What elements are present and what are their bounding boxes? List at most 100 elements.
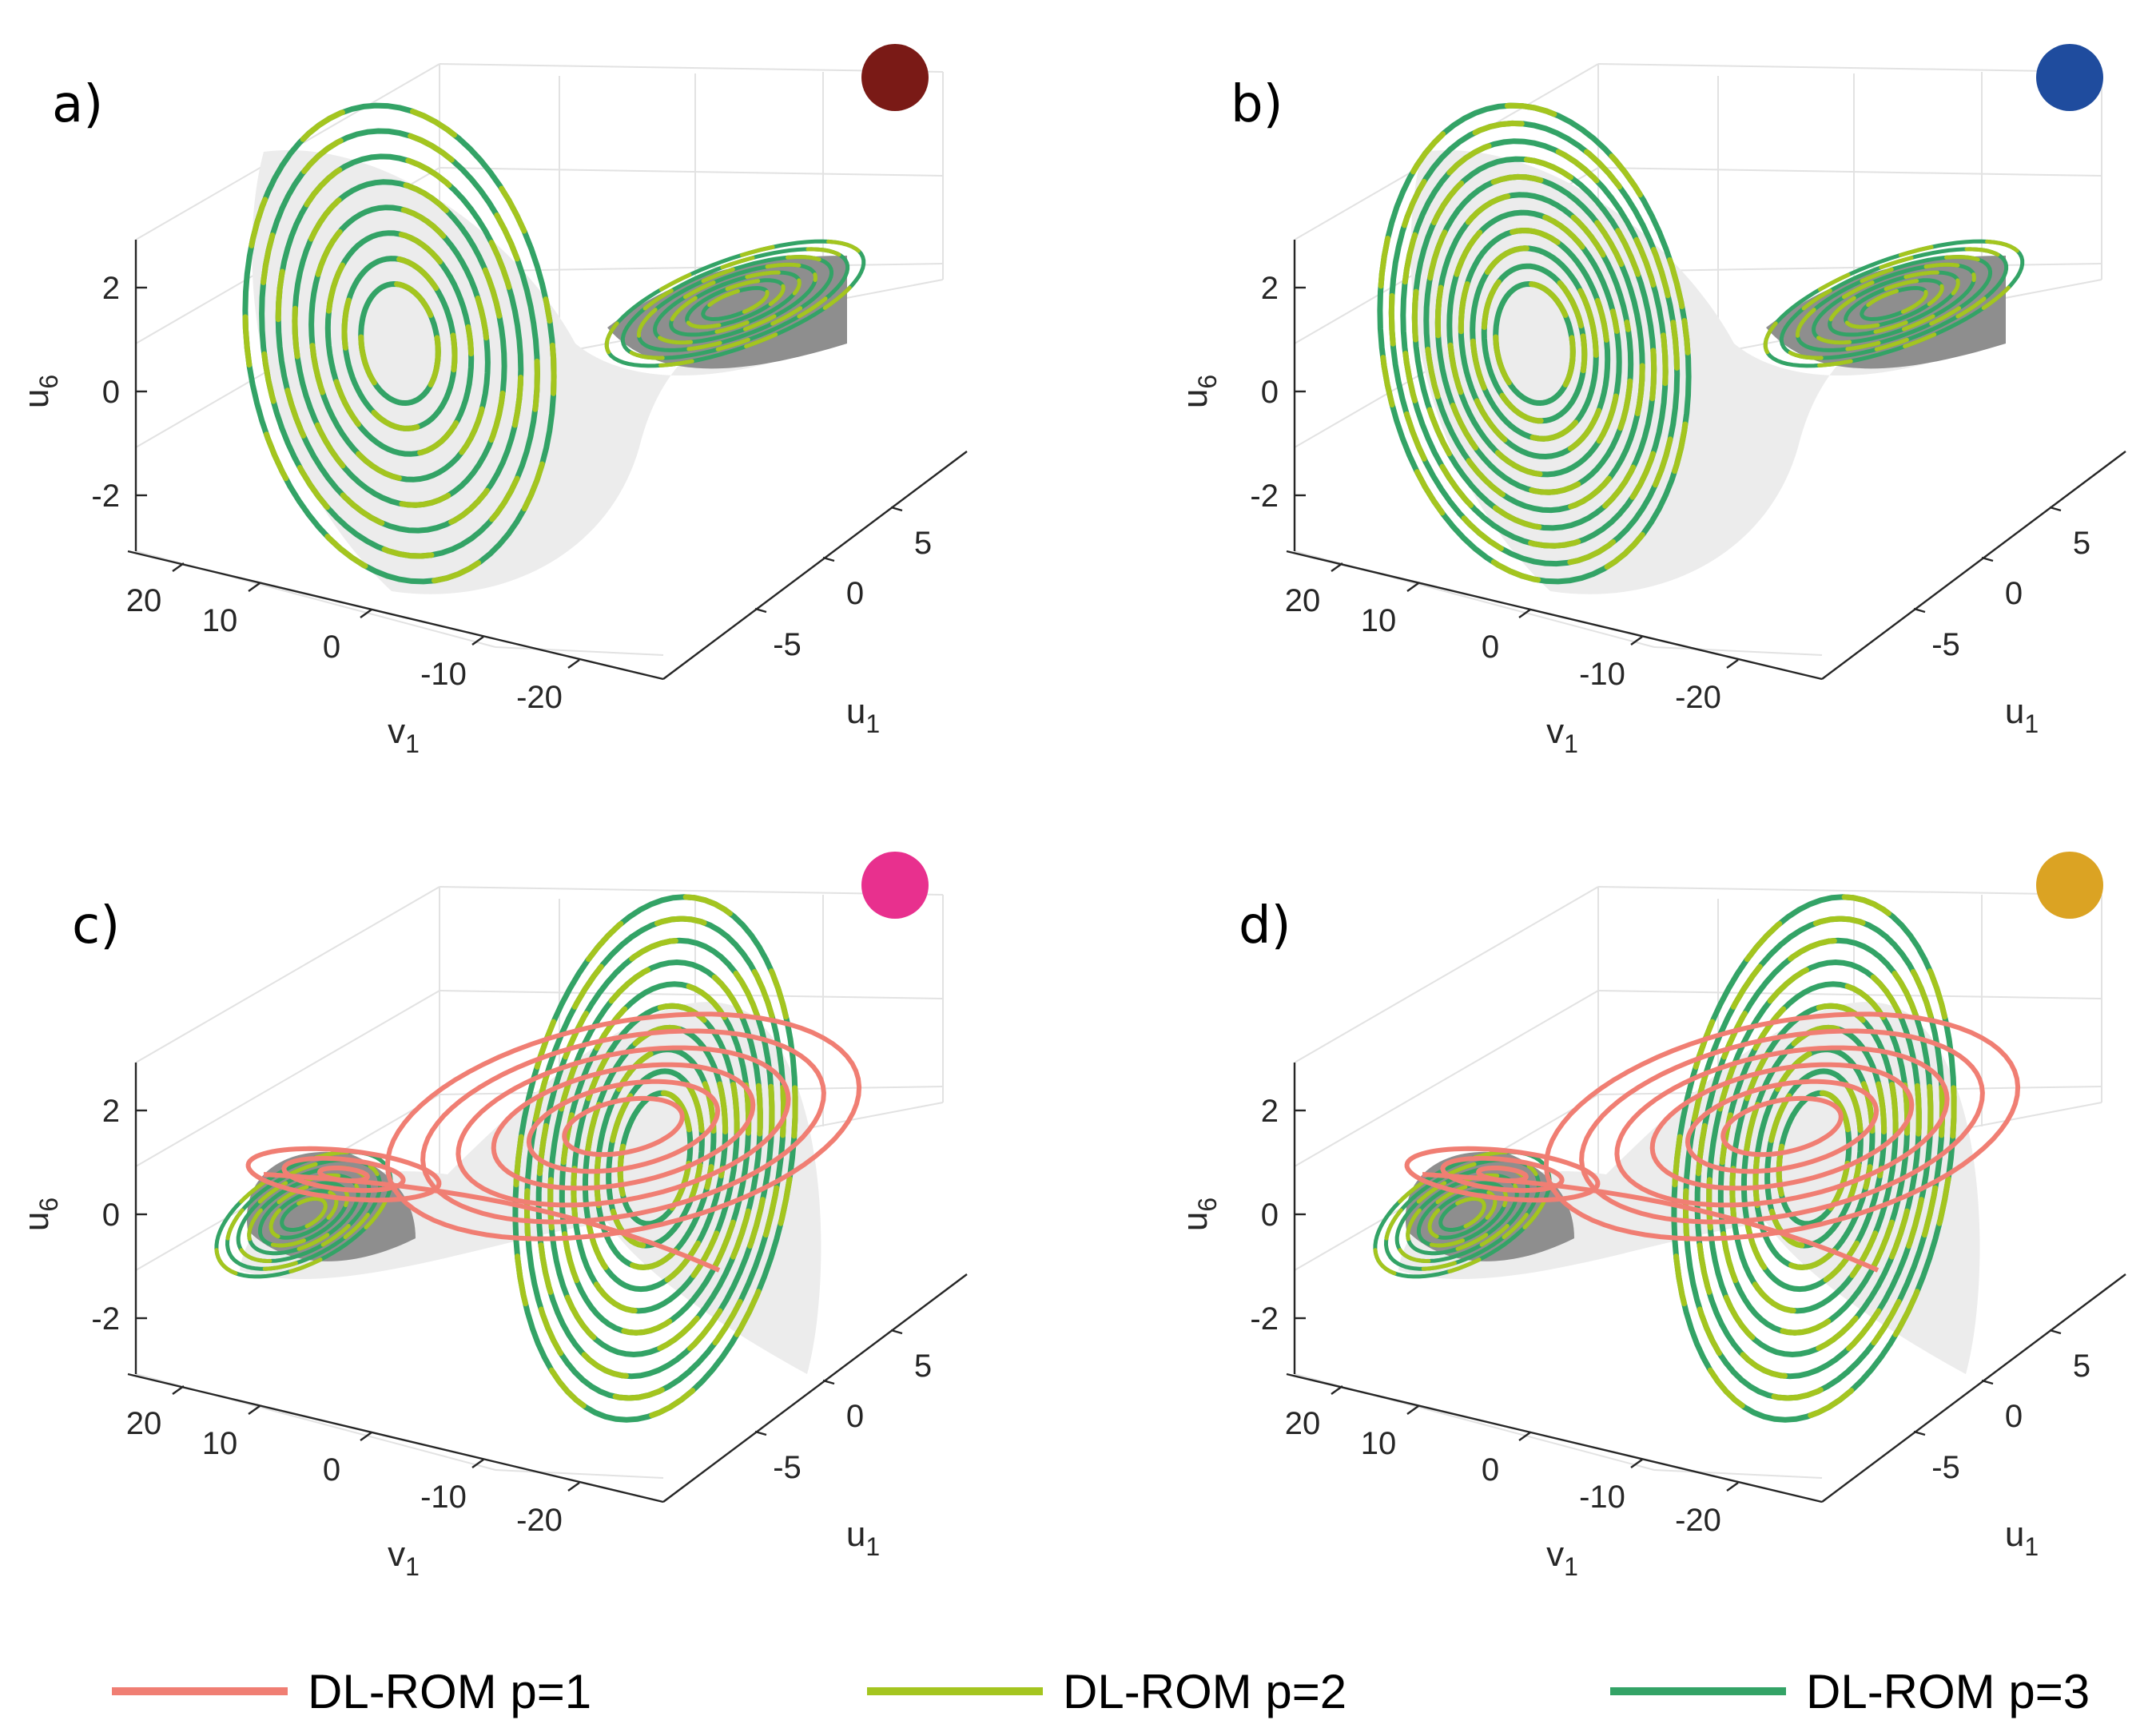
panel-label: c) — [72, 896, 120, 955]
trajectory-p2 — [341, 256, 458, 431]
trajectory-p2 — [701, 285, 770, 322]
grid-line — [1294, 886, 1599, 1063]
trajectory-p2 — [1779, 247, 2009, 360]
grid-line — [135, 886, 440, 1063]
x-tick-label: 0 — [1482, 630, 1499, 665]
x-tick-label: 10 — [202, 603, 238, 638]
trajectory-p2 — [1446, 209, 1622, 478]
trajectory-p2 — [637, 255, 833, 352]
trajectory-p1 — [1720, 1095, 1844, 1158]
x-axis-line — [1286, 1373, 1823, 1504]
y-tick-label: -5 — [1931, 1450, 1960, 1485]
trajectory-p2 — [1427, 1189, 1498, 1240]
x-tick-mark — [1726, 659, 1739, 669]
trajectory-p2 — [308, 205, 491, 483]
y-tick-mark — [1981, 556, 1994, 562]
y-tick-mark — [754, 607, 767, 614]
y-axis-label: u1 — [846, 692, 880, 738]
y-tick-label: 5 — [914, 1349, 932, 1384]
x-tick-label: -10 — [1579, 1480, 1625, 1515]
trajectory-p1 — [245, 1146, 442, 1203]
trajectory-p2 — [1844, 278, 1944, 329]
x-tick-mark — [1331, 562, 1343, 572]
x-tick-label: -20 — [1675, 680, 1721, 715]
legend-item: DL-ROM p=3 — [1610, 1665, 2090, 1718]
trajectory-p2 — [669, 270, 802, 337]
z-axis-label: u6 — [1175, 1198, 1222, 1231]
x-axis-label: v1 — [388, 712, 420, 758]
x-tick-label: -20 — [516, 680, 563, 715]
grid-line — [439, 63, 944, 73]
trajectory-p2 — [1423, 173, 1645, 514]
trajectory-p2 — [1400, 138, 1669, 549]
x-tick-label: 20 — [1285, 583, 1321, 618]
y-axis-label: u1 — [846, 1515, 880, 1561]
surface-fill — [252, 149, 847, 594]
trajectory-p2 — [259, 128, 540, 559]
y-axis-line — [662, 451, 968, 680]
z-tick-label: 0 — [1261, 375, 1279, 410]
surface-fill — [1398, 1002, 1980, 1374]
trajectory-p2 — [685, 278, 786, 329]
x-tick-mark — [248, 1405, 261, 1415]
trajectory-p2 — [236, 1165, 372, 1264]
trajectory-p2 — [324, 230, 475, 457]
trajectory-p2 — [1740, 1024, 1887, 1293]
trajectory-p1 — [1422, 1172, 1880, 1273]
trajectory-p2 — [280, 1197, 328, 1232]
attractor-surface — [252, 149, 847, 594]
grid-line — [1597, 886, 2102, 896]
panel-color-dot — [2036, 44, 2103, 111]
surface-fill — [240, 1002, 821, 1374]
panel-label: b) — [1231, 75, 1283, 134]
y-axis-label: u1 — [2005, 692, 2039, 738]
z-tick-label: -2 — [1250, 1301, 1279, 1337]
trajectory-p2 — [653, 262, 817, 345]
grid-line — [1597, 63, 2102, 73]
y-tick-label: 0 — [2005, 576, 2023, 611]
trajectory-p2 — [512, 894, 798, 1423]
trajectory-p1 — [526, 1079, 721, 1174]
trajectory-p1 — [562, 1095, 685, 1158]
x-tick-mark — [1630, 1459, 1643, 1468]
panel-color-dot — [2036, 852, 2103, 919]
trajectory-p2 — [604, 239, 866, 368]
trajectory-p2 — [1458, 227, 1611, 460]
z-tick-label: 0 — [1261, 1198, 1279, 1233]
x-axis-label: v1 — [1546, 1535, 1578, 1581]
trajectory-p2 — [242, 102, 557, 585]
trajectory-p1 — [1440, 1155, 1565, 1194]
legend-label: DL-ROM p=3 — [1806, 1665, 2090, 1718]
x-tick-mark — [1331, 1385, 1343, 1395]
x-tick-mark — [567, 659, 580, 669]
trajectory-p1 — [455, 1045, 791, 1208]
x-tick-label: 20 — [126, 1406, 162, 1441]
trajectory-p1 — [384, 1011, 862, 1241]
legend: DL-ROM p=1 DL-ROM p=2 DL-ROM p=3 — [112, 1665, 2090, 1718]
trajectory-p2 — [1706, 959, 1922, 1358]
x-tick-mark — [567, 1482, 580, 1492]
trajectory-p2 — [582, 1024, 729, 1293]
x-tick-mark — [1406, 1405, 1419, 1415]
trajectory-p2 — [1377, 102, 1692, 585]
y-tick-mark — [1913, 607, 1926, 614]
x-tick-label: -20 — [516, 1503, 563, 1538]
y-tick-label: 5 — [2073, 526, 2090, 561]
trajectories — [242, 102, 866, 585]
x-tick-mark — [172, 562, 185, 572]
legend-label: DL-ROM p=2 — [1063, 1665, 1347, 1718]
grid-line — [439, 990, 944, 999]
grid-line — [1597, 167, 2102, 177]
trajectory-p2 — [1763, 239, 2025, 368]
trajectory-p2 — [594, 1047, 717, 1270]
trajectory-p1 — [1614, 1045, 1950, 1208]
trajectory-p2 — [358, 280, 441, 407]
legend-item: DL-ROM p=2 — [867, 1665, 1347, 1718]
y-tick-label: 0 — [846, 576, 864, 611]
trajectory-p2 — [225, 1158, 383, 1271]
trajectory-p2 — [1828, 270, 1960, 337]
trajectory-p1 — [263, 1172, 721, 1273]
grid-line — [1294, 990, 1599, 1167]
